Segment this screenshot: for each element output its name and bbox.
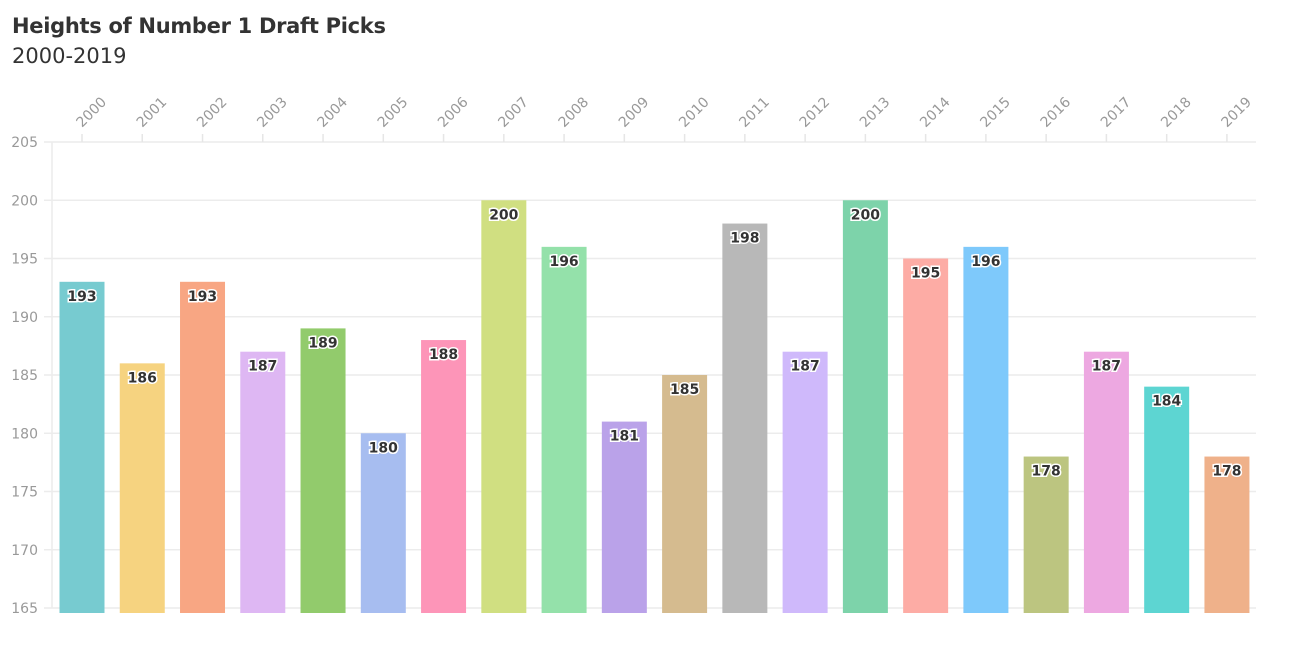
chart-subtitle: 2000-2019 <box>12 44 127 68</box>
bar <box>481 200 527 613</box>
bar <box>240 351 286 613</box>
y-tick-label: 190 <box>11 310 38 326</box>
x-tick-label: 2008 <box>556 94 593 131</box>
bar <box>662 375 708 613</box>
x-tick-label: 2010 <box>676 94 713 131</box>
bar <box>300 328 346 613</box>
data-label: 187 <box>1092 359 1121 375</box>
data-label: 180 <box>369 440 398 456</box>
x-tick-label: 2004 <box>315 94 352 131</box>
x-tick-label: 2003 <box>254 94 291 131</box>
x-tick-label: 2019 <box>1218 94 1255 131</box>
y-tick-label: 205 <box>11 135 38 151</box>
y-tick-label: 165 <box>11 601 38 617</box>
chart-title: Heights of Number 1 Draft Picks <box>12 14 386 38</box>
x-tick-label: 2007 <box>495 94 532 131</box>
bar <box>1083 351 1129 613</box>
data-label: 187 <box>791 359 820 375</box>
data-label: 184 <box>1152 394 1181 410</box>
bar <box>722 223 768 614</box>
x-tick-label: 2013 <box>857 94 894 131</box>
y-tick-label: 170 <box>11 543 38 559</box>
data-label: 187 <box>248 359 277 375</box>
data-label: 178 <box>1212 464 1241 480</box>
data-label: 178 <box>1032 464 1061 480</box>
y-tick-label: 175 <box>11 485 38 501</box>
x-tick-label: 2009 <box>616 94 653 131</box>
bar <box>180 281 226 613</box>
data-label: 188 <box>429 347 458 363</box>
data-label: 200 <box>489 207 518 223</box>
data-label: 186 <box>128 370 157 386</box>
data-label: 193 <box>188 289 217 305</box>
x-tick-label: 2012 <box>797 94 834 131</box>
data-label: 185 <box>670 382 699 398</box>
data-label: 200 <box>851 207 880 223</box>
x-tick-label: 2015 <box>977 94 1014 131</box>
bar <box>421 340 467 613</box>
bar <box>541 246 587 613</box>
x-tick-label: 2001 <box>134 94 171 131</box>
x-tick-label: 2006 <box>435 94 472 131</box>
bar <box>842 200 888 613</box>
y-tick-label: 180 <box>11 426 38 442</box>
bar <box>963 246 1009 613</box>
data-label: 189 <box>308 335 337 351</box>
x-tick-label: 2011 <box>736 94 773 131</box>
data-label: 193 <box>67 289 96 305</box>
data-label: 196 <box>549 254 578 270</box>
x-tick-label: 2002 <box>194 94 231 131</box>
data-label: 181 <box>610 429 639 445</box>
bar <box>59 281 105 613</box>
bar <box>601 421 647 613</box>
bar <box>903 258 949 613</box>
data-label: 196 <box>971 254 1000 270</box>
bar <box>1023 456 1069 613</box>
y-tick-label: 195 <box>11 252 38 268</box>
x-tick-label: 2014 <box>917 94 954 131</box>
y-tick-label: 200 <box>11 193 38 209</box>
bar <box>1144 386 1190 613</box>
bar <box>1204 456 1250 613</box>
x-tick-label: 2000 <box>74 94 111 131</box>
x-tick-label: 2005 <box>375 94 412 131</box>
x-tick-label: 2016 <box>1038 94 1075 131</box>
data-label: 195 <box>911 266 940 282</box>
bar <box>360 433 406 613</box>
x-tick-label: 2018 <box>1158 94 1195 131</box>
bar <box>782 351 828 613</box>
y-tick-label: 185 <box>11 368 38 384</box>
bar <box>119 363 165 613</box>
x-tick-label: 2017 <box>1098 94 1135 131</box>
data-label: 198 <box>730 231 759 247</box>
